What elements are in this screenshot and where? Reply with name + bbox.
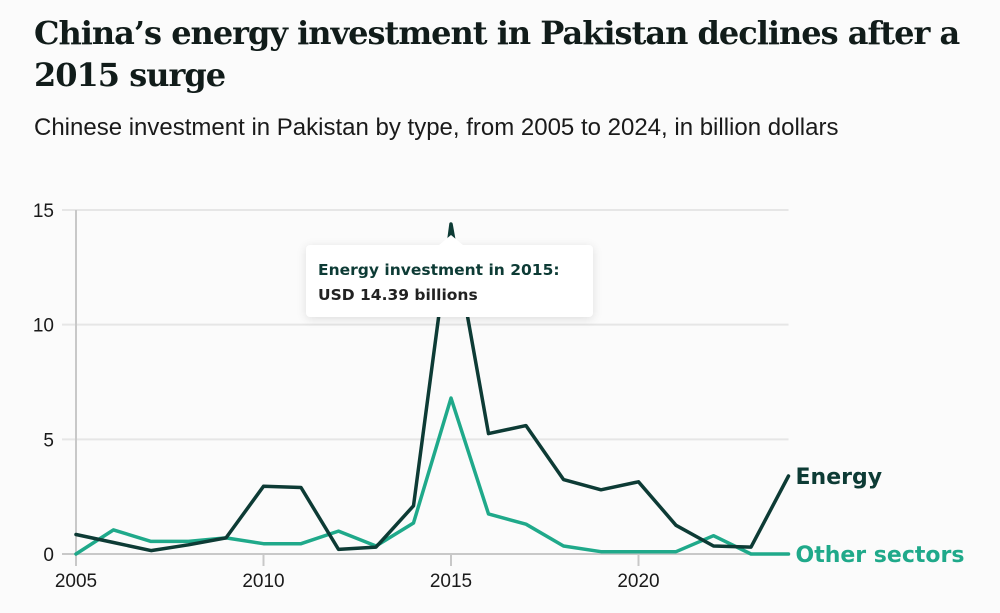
x-tick-label: 2005	[55, 571, 97, 592]
chart-subtitle: Chinese investment in Pakistan by type, …	[34, 114, 839, 141]
y-tick-label: 15	[33, 201, 54, 222]
x-tick-label: 2015	[430, 571, 472, 592]
gridlines	[62, 209, 789, 555]
chart-title: China’s energy investment in Pakistan de…	[34, 14, 960, 94]
series-lines	[74, 222, 791, 556]
x-tick-label: 2010	[242, 571, 284, 592]
y-tick-label: 0	[43, 545, 54, 566]
tooltip: Energy investment in 2015: USD 14.39 bil…	[306, 235, 593, 317]
x-axis-ticks: 2005 2010 2015 2020	[55, 571, 660, 592]
x-tick-label: 2020	[617, 571, 659, 592]
axes	[75, 210, 640, 566]
series-labels: Energy Other sectors	[796, 465, 965, 568]
y-tick-label: 10	[33, 316, 54, 337]
series-line-other-sectors	[74, 396, 791, 556]
y-tick-label: 5	[43, 430, 54, 451]
tooltip-value: USD 14.39 billions	[318, 286, 478, 304]
series-label-other-sectors: Other sectors	[796, 543, 965, 568]
tooltip-title: Energy investment in 2015:	[318, 261, 560, 279]
series-line-energy	[74, 222, 791, 553]
series-label-energy: Energy	[796, 465, 883, 490]
y-axis-ticks: 0 5 10 15	[33, 201, 54, 566]
